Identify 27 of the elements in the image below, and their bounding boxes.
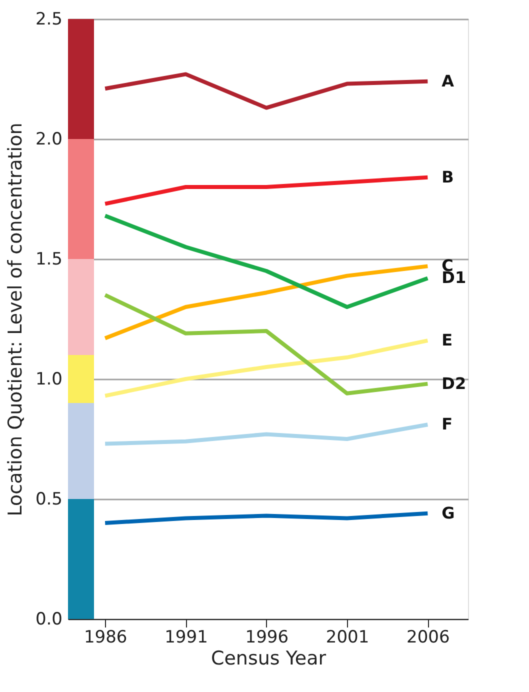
y-tick-label: 2.0 (35, 130, 62, 150)
line-series (103, 293, 430, 396)
line-series (103, 511, 430, 525)
y-axis-title: Location Quotient: Level of concentration (4, 122, 26, 516)
x-tick-label: 2006 (406, 628, 450, 648)
x-axis-title: Census Year (210, 648, 326, 670)
series-label: G (442, 503, 455, 522)
x-tick-label: 1991 (164, 628, 208, 648)
series-label: B (442, 167, 454, 186)
series-label: A (442, 71, 455, 90)
line-series (103, 175, 430, 206)
x-tick-label: 1996 (245, 628, 289, 648)
y-tick-label: 1.5 (35, 250, 62, 270)
line-series (103, 264, 430, 340)
series-label: E (442, 330, 453, 350)
line-series (103, 214, 430, 309)
line-series (103, 422, 430, 446)
x-tick-label: 1986 (84, 628, 128, 648)
y-tick-label: 2.5 (35, 10, 62, 30)
series-label: F (442, 414, 453, 434)
line-series (103, 72, 430, 110)
y-tick-label: 1.0 (35, 370, 62, 390)
line-series (103, 338, 430, 398)
y-tick-label: 0.5 (35, 490, 62, 510)
series-label: D2 (442, 374, 466, 393)
y-tick-label: 0.0 (35, 610, 62, 630)
x-tick-label: 2001 (326, 628, 370, 648)
